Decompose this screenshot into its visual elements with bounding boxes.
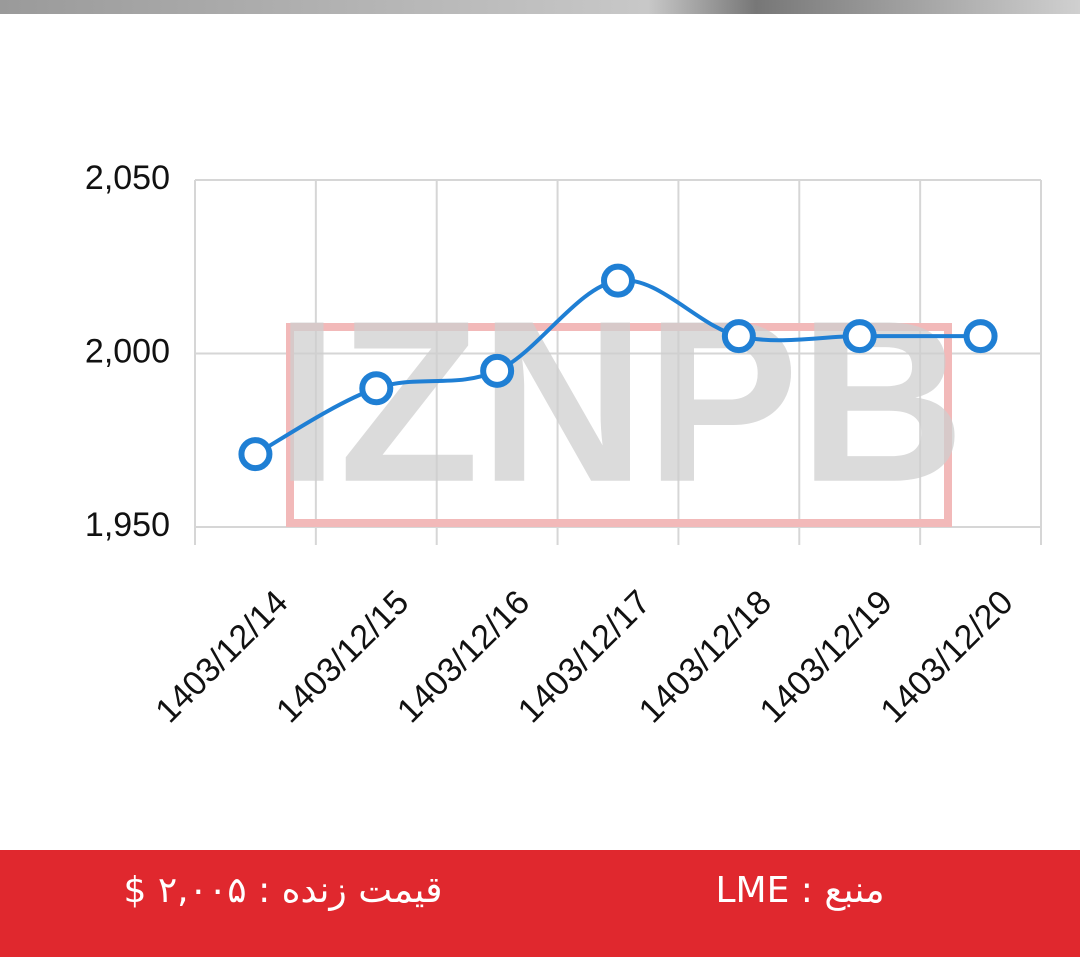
point: [238, 437, 273, 472]
watermark-text: IZNPB: [275, 273, 965, 530]
y-tick-label: 1,950: [85, 506, 170, 544]
point: [963, 319, 998, 354]
watermark: IZNPB: [275, 273, 965, 530]
top-bar: [0, 0, 1080, 14]
point: [601, 263, 635, 298]
live-price: قیمت زنده : ۲,۰۰۵ $: [123, 870, 442, 911]
x-tick-label: 1403/12/20: [873, 583, 1020, 730]
point: [721, 319, 756, 354]
source: منبع : LME: [715, 870, 884, 911]
y-tick-label: 2,000: [85, 332, 170, 370]
point: [480, 353, 515, 388]
point: [842, 319, 877, 354]
y-tick-label: 2,050: [85, 159, 170, 197]
point: [359, 371, 394, 406]
footer-bar: [0, 850, 1080, 957]
